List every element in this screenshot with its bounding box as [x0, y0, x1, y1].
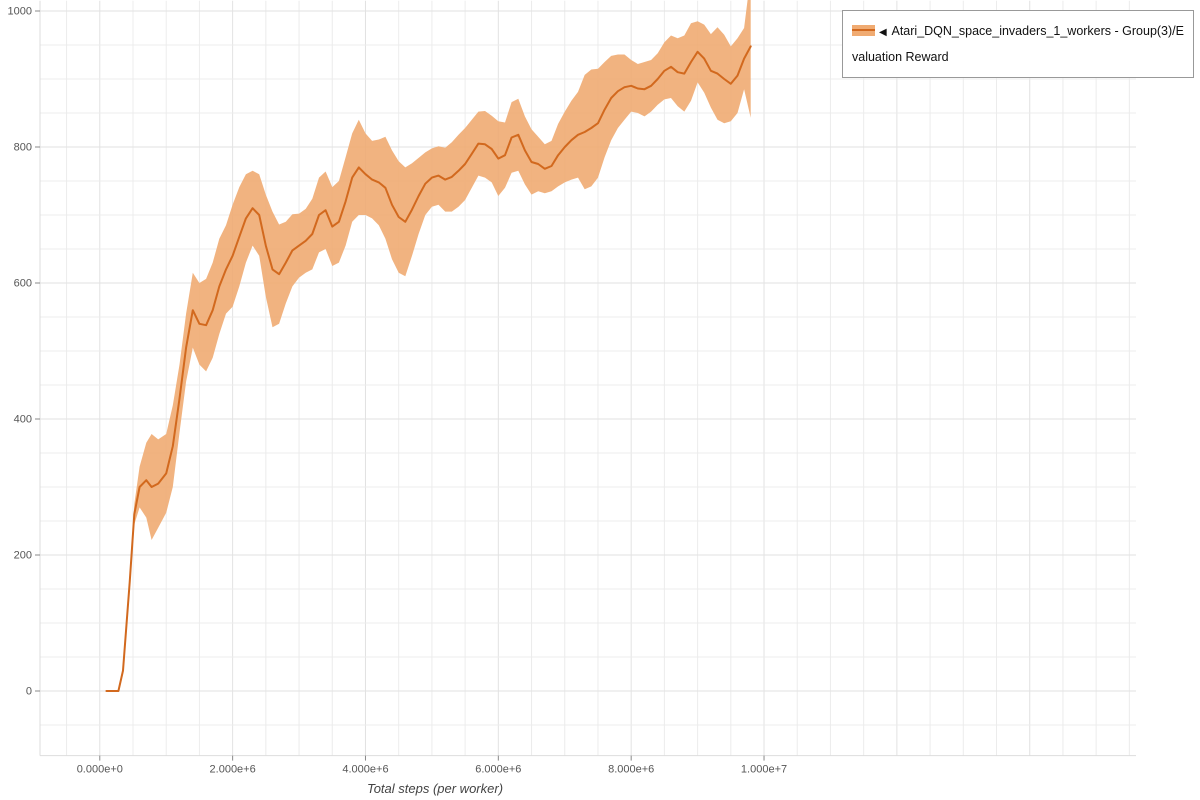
- x-axis-title: Total steps (per worker): [367, 781, 503, 796]
- y-tick-label: 200: [14, 550, 32, 562]
- x-tick-label: 1.000e+7: [741, 764, 787, 776]
- legend-series-label[interactable]: Atari_DQN_space_invaders_1_workers - Gro…: [852, 24, 1184, 64]
- y-tick-label: 400: [14, 414, 32, 426]
- legend-collapse-icon[interactable]: ◀: [879, 27, 887, 38]
- mean-line: [105, 45, 752, 692]
- confidence-band: [106, 0, 751, 691]
- series: [105, 0, 752, 692]
- y-tick-label: 0: [26, 686, 32, 698]
- x-tick-label: 0.000e+0: [77, 764, 123, 776]
- legend-swatch: [852, 25, 875, 36]
- x-tick-label: 4.000e+6: [342, 764, 388, 776]
- x-tick-label: 8.000e+6: [608, 764, 654, 776]
- x-tick-label: 6.000e+6: [475, 764, 521, 776]
- y-tick-label: 600: [14, 278, 32, 290]
- y-tick-label: 800: [14, 142, 32, 154]
- axes: 0.000e+0 2.000e+6 4.000e+6 6.000e+6 8.000e+6…: [8, 0, 1136, 776]
- y-tick-label: 1000: [8, 6, 32, 18]
- x-tick-label: 2.000e+6: [210, 764, 256, 776]
- legend[interactable]: ◀ Atari_DQN_space_invaders_1_workers - G…: [842, 10, 1194, 78]
- legend-swatch-line-icon: [852, 29, 875, 31]
